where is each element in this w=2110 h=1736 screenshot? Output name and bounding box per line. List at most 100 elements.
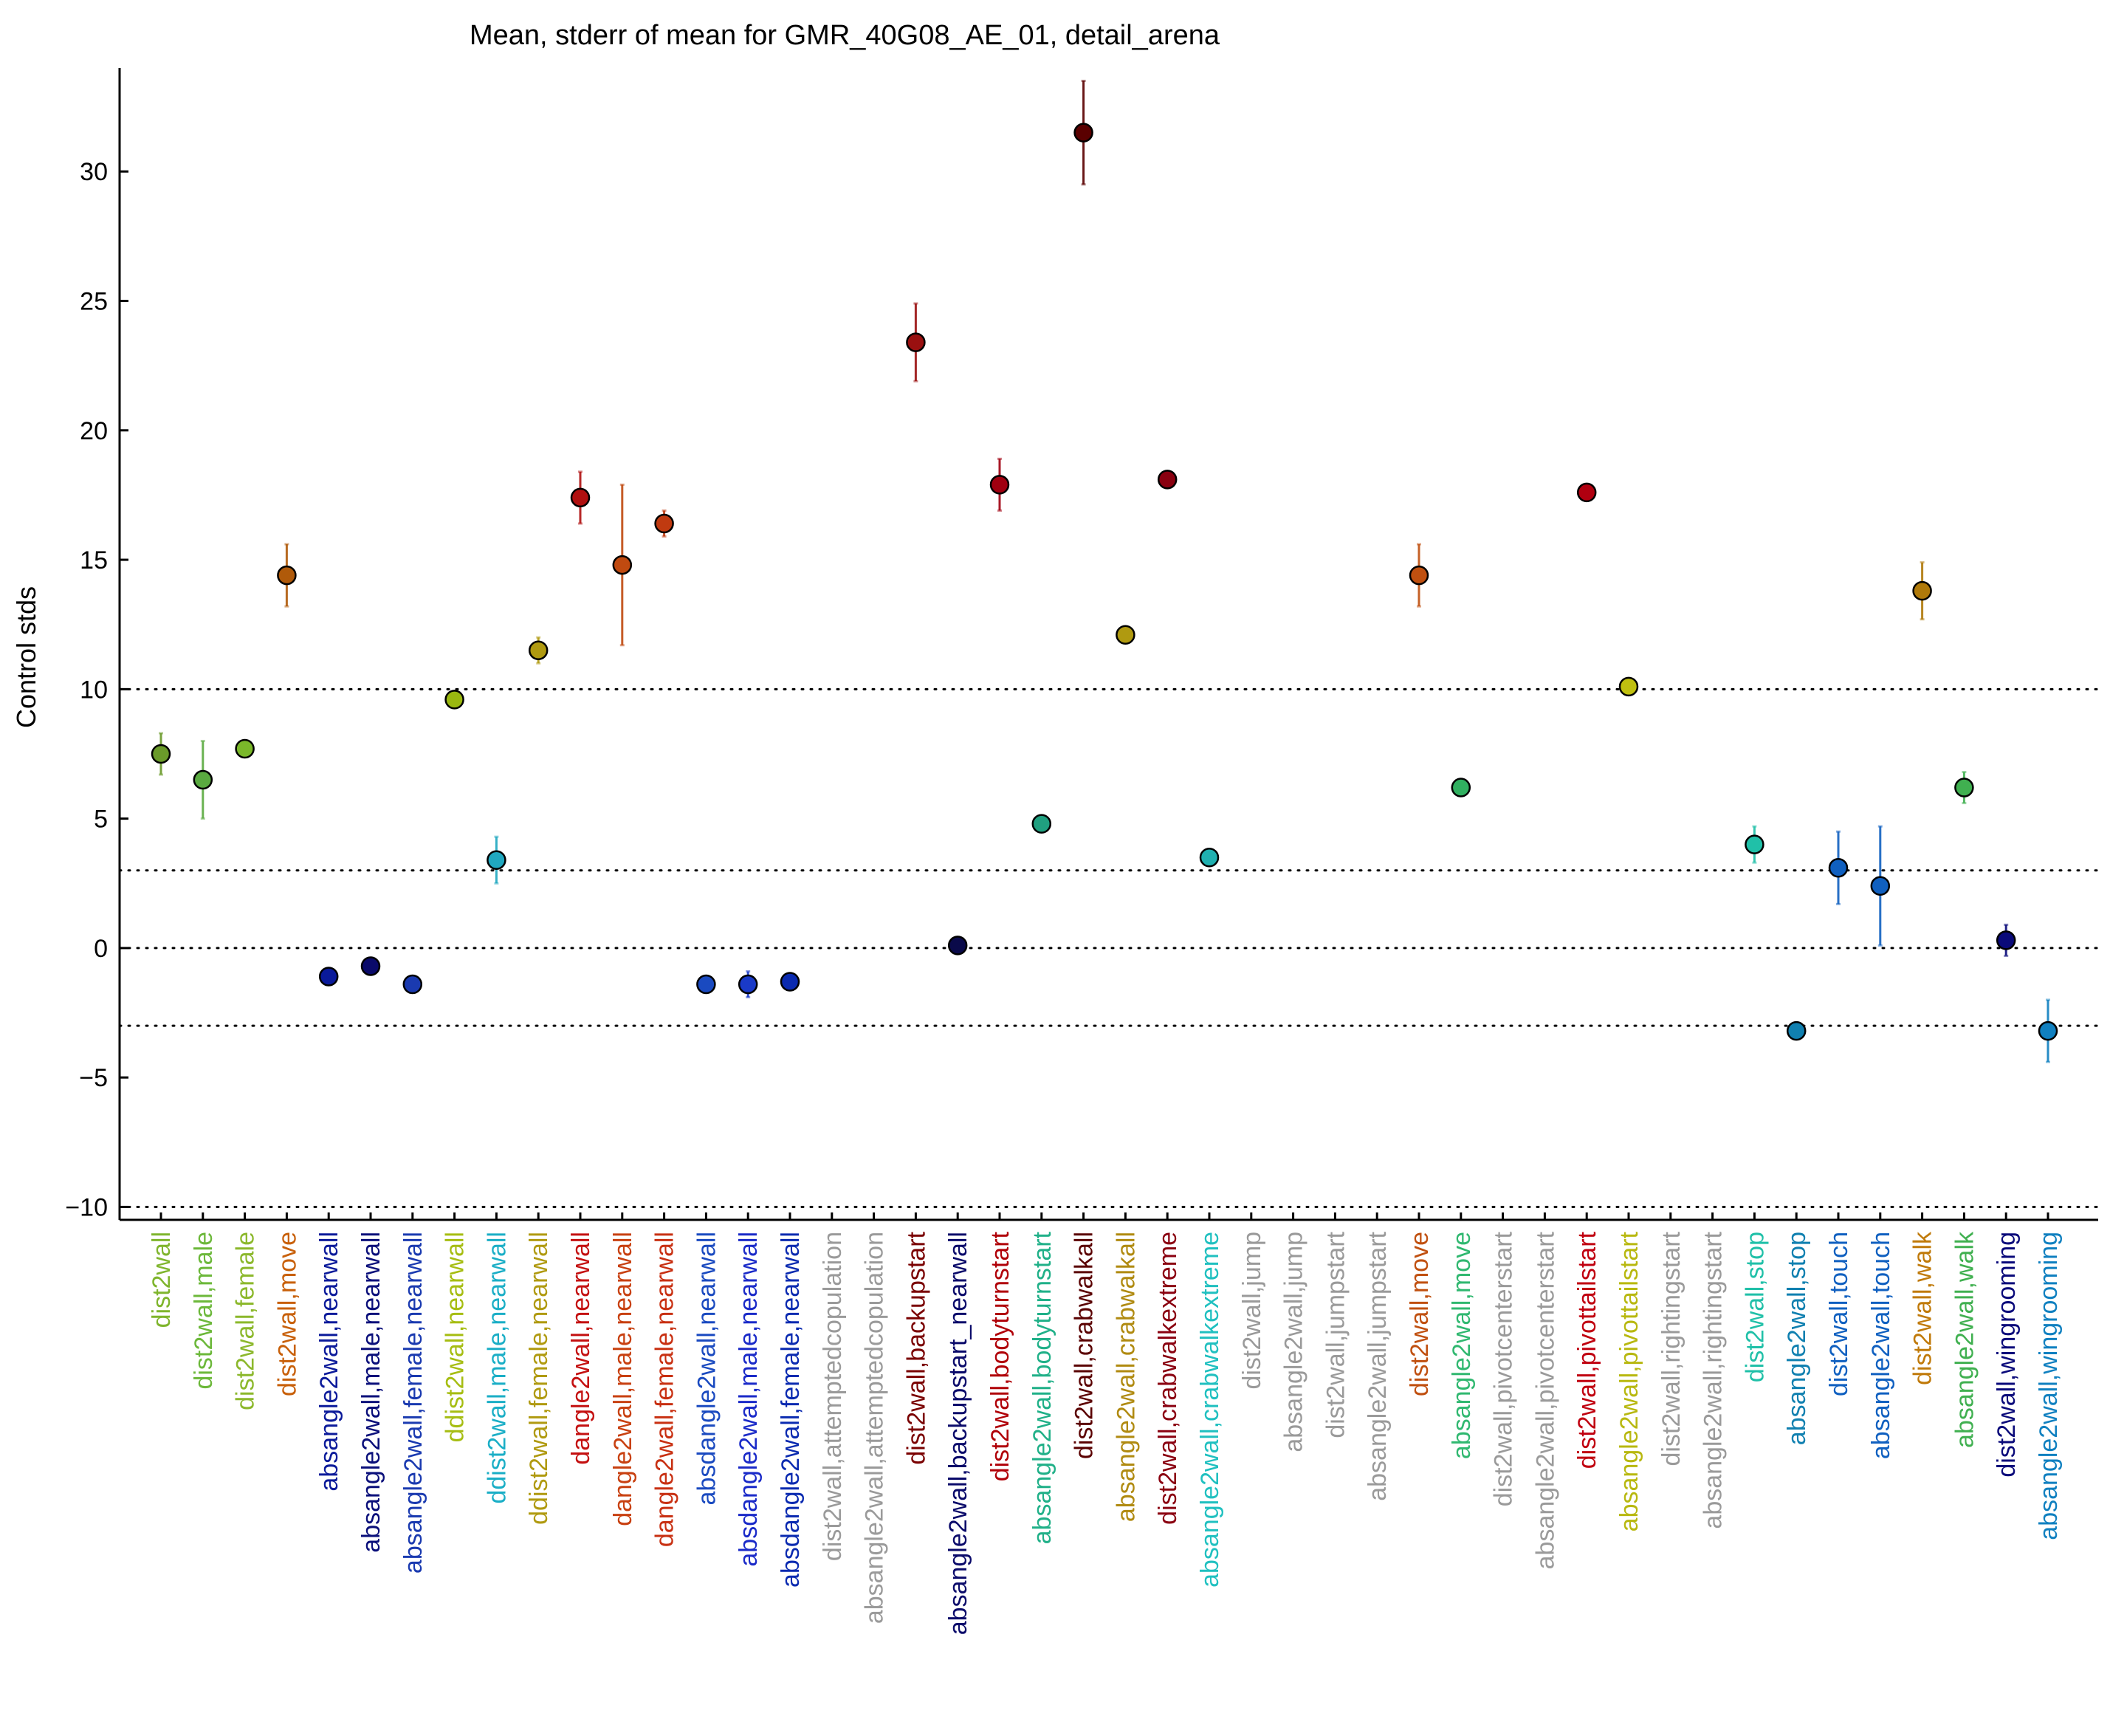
category-label: absangle2wall,crabwalkall	[1112, 1232, 1140, 1522]
y-tick-label: −5	[79, 1064, 108, 1092]
data-point	[2038, 1020, 2058, 1041]
y-tick-label: 20	[80, 417, 108, 445]
data-point	[1576, 482, 1597, 503]
category-label: dist2wall,touch	[1825, 1232, 1853, 1396]
data-point	[989, 475, 1010, 495]
category-label: dangle2wall,nearwall	[567, 1232, 595, 1465]
category-label: ddist2wall,nearwall	[441, 1232, 470, 1442]
category-label: dist2wall,jump	[1238, 1232, 1266, 1390]
y-tick-label: 0	[94, 935, 108, 963]
data-point	[1996, 930, 2016, 950]
category-label: dangle2wall,male,nearwall	[609, 1232, 637, 1526]
data-point	[235, 738, 255, 759]
data-point	[1199, 847, 1220, 868]
category-label: dangle2wall,female,nearwall	[651, 1232, 679, 1547]
category-label: absdangle2wall,female,nearwall	[777, 1232, 805, 1588]
data-point	[1954, 778, 1974, 797]
category-label: absangle2wall,attemptedcopulation	[861, 1232, 889, 1624]
category-label: ddist2wall,female,nearwall	[525, 1232, 553, 1525]
data-point	[1073, 123, 1093, 143]
category-label: absangle2wall,male,nearwall	[357, 1232, 385, 1553]
category-labels: dist2wall dist2wall,male dist2wall,female d…	[148, 1231, 2063, 1635]
category-label: absdangle2wall,male,nearwall	[735, 1232, 763, 1567]
error-bars	[159, 80, 2050, 1063]
data-points	[151, 123, 2058, 1041]
data-point	[780, 972, 800, 992]
data-point	[402, 974, 423, 995]
data-point	[1786, 1020, 1807, 1041]
category-label: dist2wall,crabwalkall	[1071, 1232, 1099, 1459]
x-ticks	[159, 1212, 2049, 1220]
category-label: dist2wall,crabwalkextreme	[1154, 1232, 1182, 1525]
data-point	[1031, 814, 1052, 834]
category-label: absangle2wall,bodyturnstart	[1028, 1231, 1056, 1544]
data-point	[1116, 625, 1135, 645]
y-tick-label: 15	[80, 546, 108, 574]
category-label: dist2wall,bodyturnstart	[986, 1231, 1014, 1481]
data-point	[570, 487, 591, 508]
y-tick-label: 10	[80, 676, 108, 704]
y-ticks: −10 −5 0 5 10 15 20 25 30	[65, 158, 128, 1221]
data-point	[1451, 778, 1471, 797]
data-point	[360, 956, 381, 976]
data-point	[696, 974, 716, 995]
category-label: absangle2wall,pivottailstart	[1615, 1231, 1643, 1531]
category-label: dist2wall,attemptedcopulation	[819, 1232, 847, 1561]
y-tick-label: 5	[94, 806, 108, 834]
category-label: dist2wall,wingrooming	[1993, 1232, 2021, 1478]
data-point	[277, 565, 297, 586]
data-point	[444, 690, 464, 710]
category-label: absangle2wall,touch	[1867, 1232, 1895, 1459]
category-label: absangle2wall,stop	[1783, 1232, 1811, 1445]
category-label: absangle2wall,pivotcenterstart	[1531, 1231, 1559, 1569]
category-label: absangle2wall,nearwall	[315, 1232, 343, 1492]
category-label: absangle2wall,jump	[1280, 1232, 1308, 1452]
category-label: dist2wall,male	[190, 1232, 218, 1390]
data-point	[738, 974, 758, 995]
category-label: dist2wall,walk	[1909, 1231, 1937, 1385]
category-label: absangle2wall,wingrooming	[2035, 1232, 2063, 1540]
category-label: ddist2wall,male,nearwall	[483, 1232, 511, 1504]
data-point	[528, 640, 549, 661]
data-point	[612, 555, 633, 575]
data-point	[947, 936, 968, 956]
reference-lines	[118, 687, 2100, 1208]
data-point	[906, 332, 926, 352]
data-point	[151, 744, 171, 764]
y-axis-label: Control stds	[11, 586, 41, 728]
category-label: dist2wall,rightingstart	[1657, 1231, 1685, 1466]
category-label: absangle2wall,female,nearwall	[399, 1232, 427, 1574]
category-label: dist2wall,backupstart	[902, 1231, 930, 1464]
category-label: dist2wall,move	[273, 1232, 301, 1396]
data-point	[1157, 470, 1178, 490]
category-label: dist2wall,pivotcenterstart	[1490, 1231, 1518, 1506]
category-label: absangle2wall,jumpstart	[1364, 1231, 1392, 1500]
chart-title: Mean, stderr of mean for GMR_40G08_AE_01…	[470, 20, 1220, 51]
axes	[118, 68, 2098, 1221]
data-point	[1745, 834, 1764, 854]
category-label: absdangle2wall,nearwall	[693, 1232, 721, 1505]
category-label: dist2wall,female	[232, 1232, 260, 1410]
data-point	[487, 850, 506, 870]
data-point	[318, 967, 339, 987]
category-label: dist2wall,pivottailstart	[1573, 1231, 1601, 1469]
data-point	[654, 513, 674, 534]
y-tick-label: −10	[65, 1193, 108, 1221]
category-label: dist2wall,move	[1406, 1232, 1434, 1396]
category-label: dist2wall,jumpstart	[1322, 1231, 1350, 1438]
category-label: dist2wall,stop	[1741, 1232, 1769, 1382]
data-point	[1618, 676, 1639, 697]
y-tick-label: 25	[80, 288, 108, 316]
data-point	[1409, 565, 1429, 586]
category-label: dist2wall	[148, 1232, 176, 1328]
category-label: absangle2wall,backupstart_nearwall	[944, 1232, 972, 1635]
category-label: absangle2wall,rightingstart	[1700, 1231, 1728, 1529]
data-point	[1912, 580, 1932, 601]
category-label: absangle2wall,walk	[1951, 1231, 1979, 1448]
data-point	[193, 769, 213, 790]
data-point	[1870, 876, 1891, 896]
category-label: absangle2wall,move	[1448, 1232, 1476, 1459]
category-label: absangle2wall,crabwalkextreme	[1196, 1232, 1224, 1588]
